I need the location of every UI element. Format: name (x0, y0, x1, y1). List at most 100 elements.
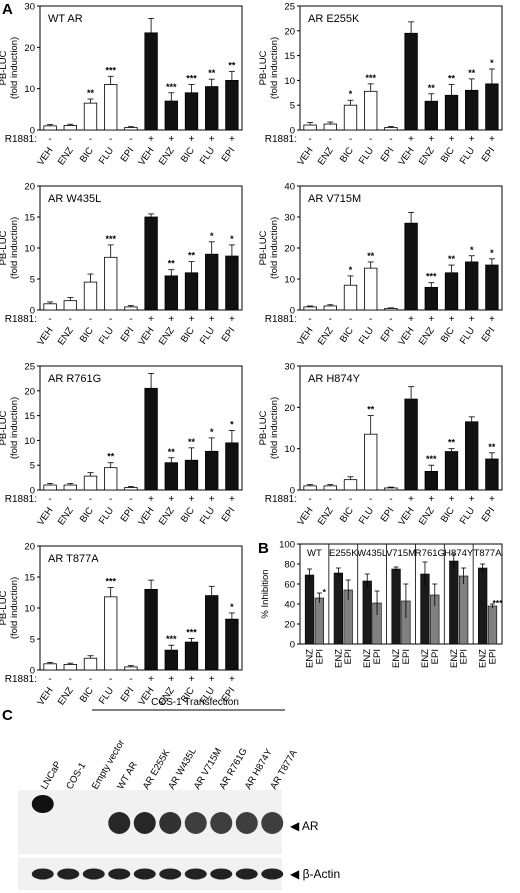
actin-band (108, 868, 131, 880)
treatment-label: EPI (379, 145, 397, 164)
y-axis-label: PB-LUC (258, 230, 269, 265)
y-axis-label: (fold induction) (269, 217, 280, 279)
significance-label: ** (168, 447, 176, 457)
bar (164, 462, 178, 491)
r1881-label: R1881: (5, 674, 37, 685)
y-tick-label: 0 (30, 126, 35, 137)
y-tick-label: 10 (284, 444, 295, 455)
y-axis-label: PB-LUC (0, 50, 9, 85)
ar-band (31, 795, 54, 813)
treatment-label: EPI (480, 325, 498, 344)
treatment-label: BIC (179, 145, 197, 164)
bar (384, 127, 398, 131)
treatment-label: FLU (198, 505, 217, 526)
r1881-sign: + (229, 494, 235, 505)
treatment-label: BIC (439, 145, 457, 164)
treatment-label: BIC (78, 685, 96, 704)
treatment-label: VEH (35, 685, 55, 707)
bar (184, 92, 199, 131)
r1881-sign: - (69, 494, 72, 505)
bar (391, 568, 401, 645)
treatment-label: ENZ (56, 505, 76, 527)
bar (205, 450, 219, 491)
panel-label-a: A (2, 1, 13, 18)
treatment-label: EPI (343, 649, 354, 664)
chart-title: AR H874Y (308, 373, 361, 385)
treatment-label: ENZ (157, 325, 177, 347)
significance-label: ** (367, 405, 375, 415)
ar-band (108, 812, 131, 834)
group-label: WT (307, 548, 322, 559)
r1881-sign: - (349, 494, 352, 505)
bar (465, 421, 479, 491)
bar (364, 267, 378, 311)
y-tick-label: 15 (24, 573, 35, 584)
r1881-sign: - (329, 314, 332, 325)
r1881-label: R1881: (265, 134, 297, 145)
y-axis-label: PB-LUC (0, 590, 9, 625)
treatment-label: BIC (338, 145, 356, 164)
r1881-sign: + (189, 314, 195, 325)
y-tick-label: 10 (284, 76, 295, 87)
r1881-sign: - (369, 314, 372, 325)
actin-band (210, 868, 233, 880)
treatment-label: FLU (458, 145, 477, 166)
treatment-label: ENZ (478, 649, 489, 668)
treatment-label: EPI (119, 325, 137, 344)
bar (104, 84, 118, 131)
significance-label: *** (105, 234, 116, 244)
r1881-sign: - (109, 494, 112, 505)
bar (144, 387, 158, 491)
treatment-label: ENZ (157, 505, 177, 527)
bar (83, 475, 98, 491)
treatment-label: FLU (97, 325, 116, 346)
y-tick-label: 10 (284, 275, 295, 286)
plot-frame (299, 543, 503, 645)
plot-frame (299, 365, 503, 491)
bar (164, 649, 178, 671)
bar (63, 125, 77, 131)
bar (485, 83, 499, 131)
r1881-sign: + (189, 494, 195, 505)
r1881-sign: + (148, 314, 154, 325)
ar-band (261, 812, 284, 834)
significance-label: *** (166, 82, 177, 92)
r1881-sign: - (48, 134, 51, 145)
bar (225, 618, 239, 671)
treatment-label: ENZ (417, 325, 437, 347)
y-tick-label: 5 (30, 275, 35, 286)
treatment-label: EPI (220, 145, 238, 164)
y-axis-label: (fold induction) (9, 217, 20, 279)
y-tick-label: 20 (284, 403, 295, 414)
r1881-sign: - (69, 134, 72, 145)
bar (424, 470, 438, 491)
y-tick-label: 20 (24, 386, 35, 397)
bar (424, 100, 438, 131)
bar (83, 657, 98, 671)
significance-label: * (490, 58, 494, 68)
group-label: V715M (386, 548, 416, 559)
band-label-actin: ◀ β-Actin (290, 867, 340, 881)
y-tick-label: 0 (30, 306, 35, 317)
bar (384, 308, 398, 311)
r1881-sign: + (489, 134, 495, 145)
bar (184, 641, 199, 671)
y-axis-label: PB-LUC (258, 50, 269, 85)
chart-title: AR E255K (308, 13, 360, 25)
bar (124, 127, 138, 131)
treatment-label: ENZ (56, 145, 76, 167)
r1881-sign: + (408, 494, 414, 505)
treatment-label: ENZ (157, 145, 177, 167)
significance-label: *** (166, 634, 177, 644)
r1881-sign: - (89, 134, 92, 145)
bar (323, 123, 337, 131)
y-axis-label: (fold induction) (9, 37, 20, 99)
r1881-sign: - (349, 134, 352, 145)
bar (164, 275, 178, 311)
bar (104, 256, 118, 311)
treatment-label: FLU (357, 325, 376, 346)
treatment-label: VEH (295, 325, 315, 347)
bar (184, 459, 199, 491)
treatment-label: EPI (372, 649, 383, 664)
